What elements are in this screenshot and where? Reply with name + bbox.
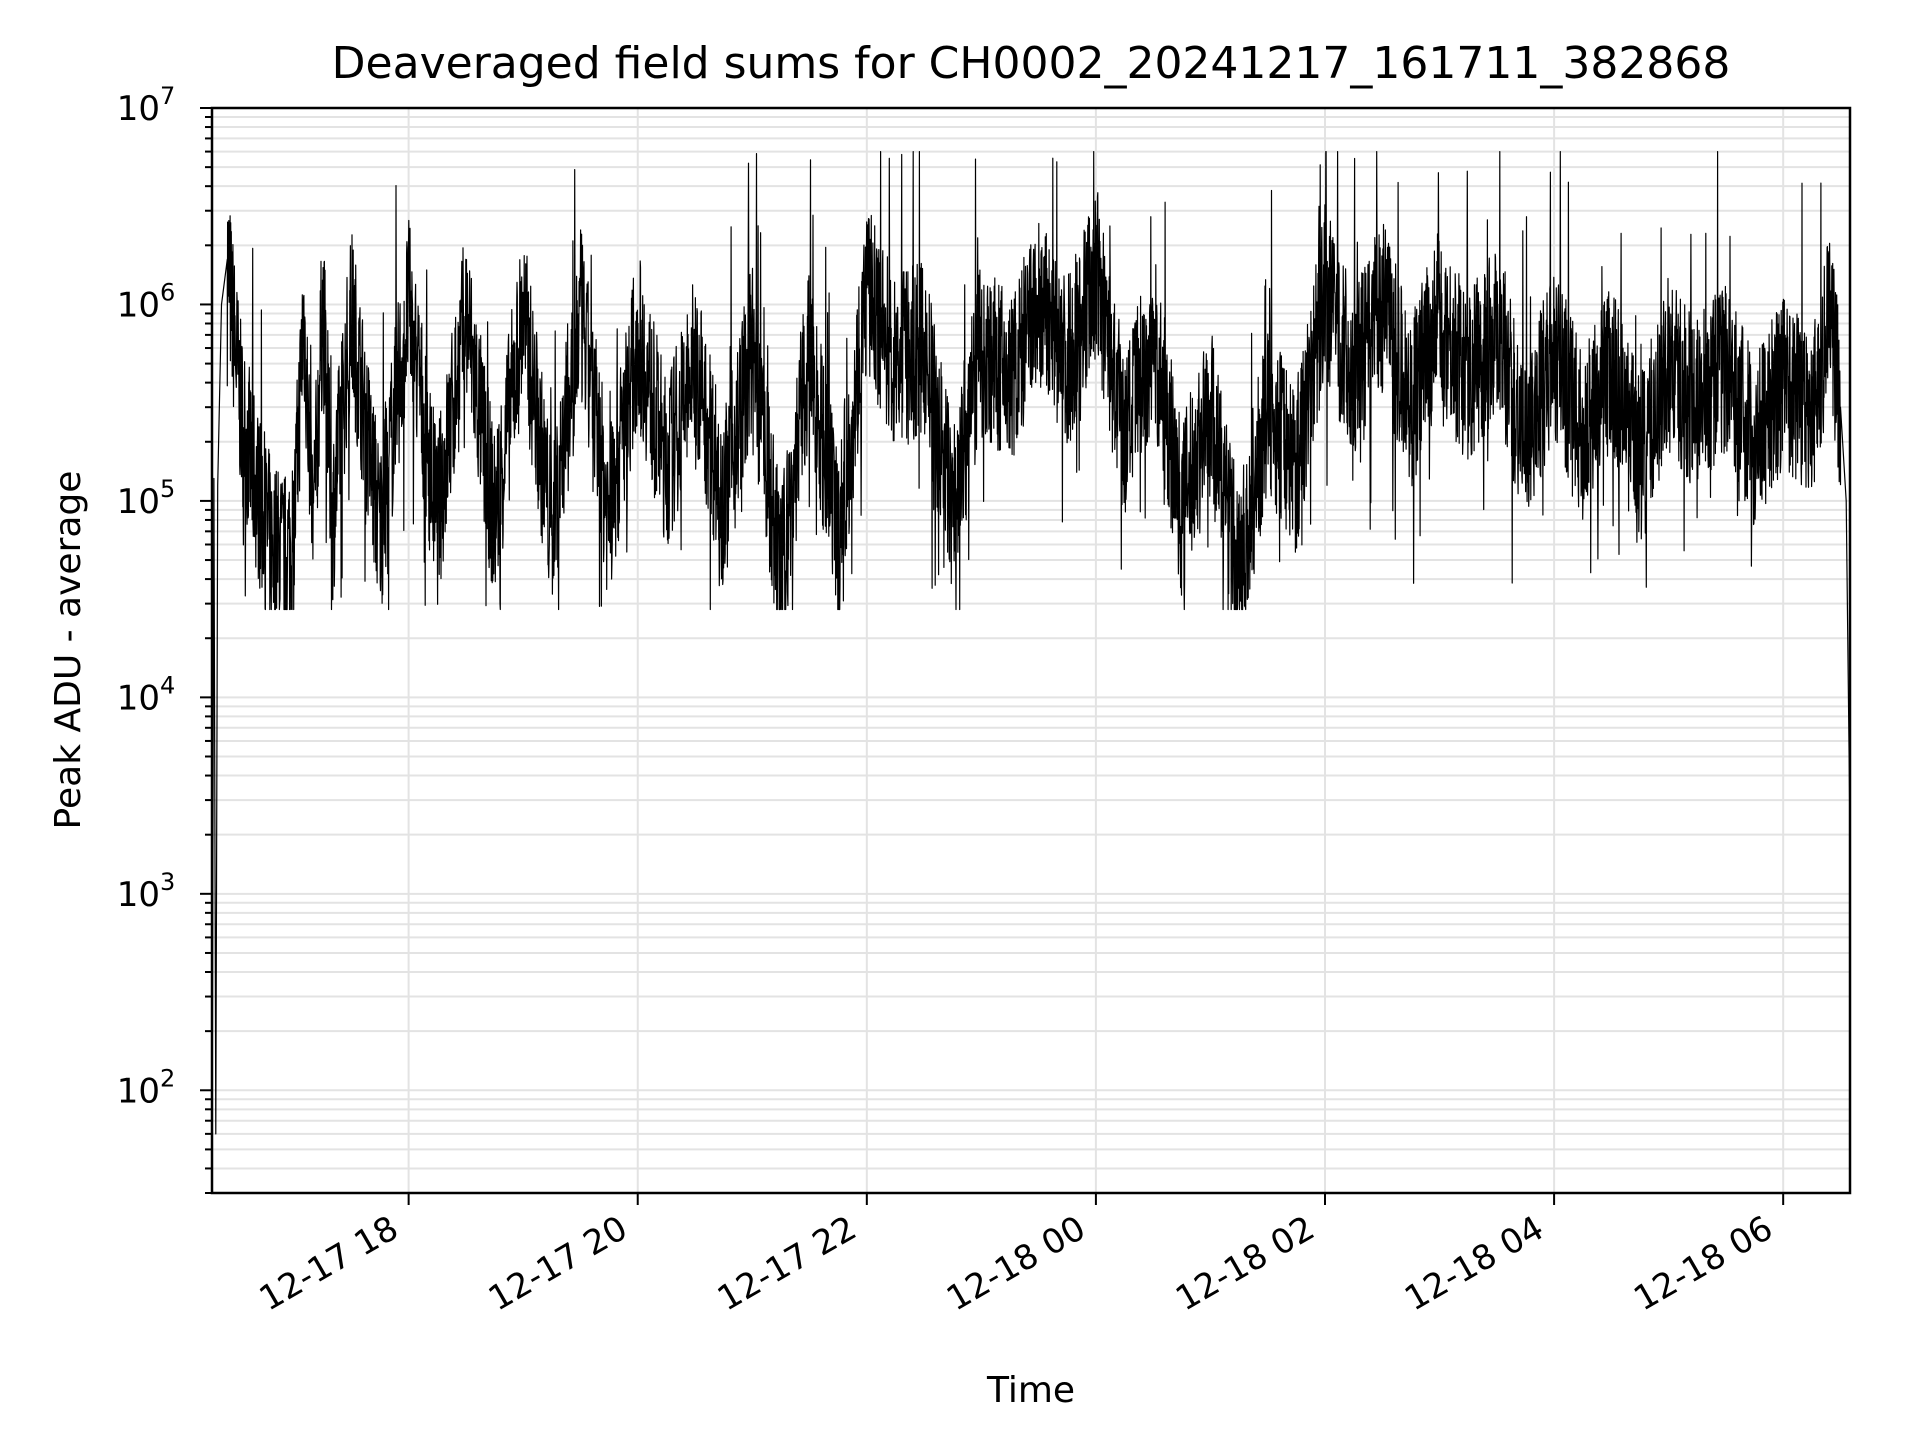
x-tick-label: 12-17 22 <box>711 1208 863 1319</box>
x-tick-label: 12-18 02 <box>1169 1208 1321 1319</box>
y-tick-label: 102 <box>117 1064 176 1111</box>
x-axis-label: Time <box>986 1370 1075 1411</box>
x-tick-label: 12-18 06 <box>1627 1208 1779 1319</box>
plot-frame <box>210 106 1852 1195</box>
y-axis-label: Peak ADU - average <box>48 471 89 830</box>
y-tick-label: 107 <box>117 82 176 129</box>
y-tick-label: 103 <box>117 868 176 915</box>
grid <box>212 107 1850 1194</box>
y-tick-label: 105 <box>117 475 176 522</box>
chart-title: Deaveraged field sums for CH0002_2024121… <box>332 38 1731 89</box>
y-tick-label: 106 <box>117 278 176 325</box>
x-tick-label: 12-17 20 <box>482 1208 634 1319</box>
x-tick-label: 12-18 00 <box>940 1208 1092 1319</box>
x-tick-label: 12-17 18 <box>253 1208 405 1319</box>
series-line <box>211 151 1851 1194</box>
y-tick-label: 104 <box>117 671 176 718</box>
x-tick-label: 12-18 04 <box>1398 1208 1550 1319</box>
